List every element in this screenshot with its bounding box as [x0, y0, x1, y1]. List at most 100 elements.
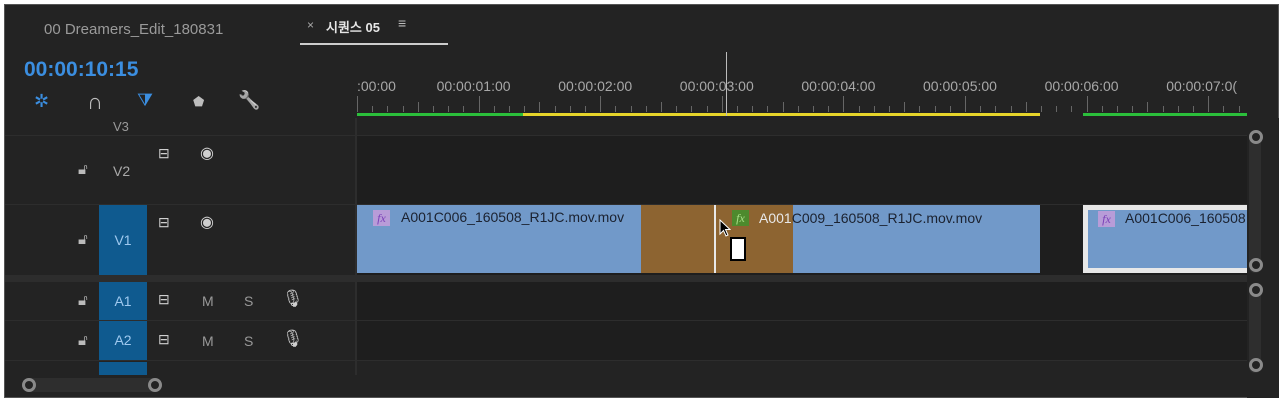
fx-badge-icon: fx: [373, 210, 390, 226]
render-bar-rendered: [1083, 113, 1247, 116]
ruler-tick: [767, 106, 769, 112]
solo-button[interactable]: S: [244, 293, 254, 309]
ruler-tick: [691, 106, 693, 112]
eye-icon[interactable]: ◉: [200, 145, 214, 162]
ruler-tick: [1177, 106, 1179, 112]
ruler-tick: [402, 106, 404, 112]
zoom-handle-left[interactable]: [22, 378, 36, 392]
ruler-tick: [539, 102, 541, 112]
ruler-tick: [493, 106, 495, 112]
video-clip-selected[interactable]: fx A001C006_160508: [1088, 210, 1247, 268]
clip-name: A001C009_160508_R1JC.mov.mov: [759, 210, 983, 226]
playhead[interactable]: [726, 52, 727, 116]
scroll-handle[interactable]: [1249, 130, 1263, 144]
tab-menu-icon[interactable]: ≡: [398, 15, 407, 31]
horizontal-scrollbar[interactable]: [22, 378, 162, 392]
track-header-v2: [5, 136, 355, 204]
nest-icon[interactable]: ✲: [34, 91, 50, 111]
ruler-tick: [721, 96, 723, 112]
ruler-tick: [433, 106, 434, 112]
ruler-tick: [706, 106, 708, 112]
ruler-tick: [1132, 106, 1134, 112]
ruler-tick: [357, 96, 358, 112]
track-label-a3[interactable]: [99, 362, 147, 375]
ruler-tick: [889, 106, 890, 112]
transition-overlap[interactable]: [641, 205, 793, 273]
ruler-tick: [569, 106, 571, 112]
ruler-label: 00:00:05:00: [923, 78, 997, 94]
eye-icon[interactable]: ◉: [200, 214, 214, 231]
scroll-handle[interactable]: [1249, 258, 1263, 272]
track-header-v1: [5, 205, 355, 275]
ruler-tick: [372, 106, 374, 112]
video-clip[interactable]: [793, 205, 1040, 273]
ruler-tick: [1010, 106, 1012, 112]
ruler-tick: [1223, 106, 1225, 112]
ruler-label: 00:00:04:00: [801, 78, 876, 94]
ruler-tick: [509, 106, 510, 112]
tab-dreamers-edit[interactable]: 00 Dreamers_Edit_180831: [44, 21, 224, 38]
ruler-tick: [919, 106, 921, 112]
timecode-display[interactable]: 00:00:10:15: [24, 58, 139, 81]
scroll-handle[interactable]: [1249, 358, 1263, 372]
track-label-v2[interactable]: V2: [113, 163, 131, 179]
ruler-tick: [524, 106, 526, 112]
sync-lock-icon[interactable]: ⊟: [158, 145, 170, 161]
track-a1[interactable]: [357, 282, 1247, 320]
ruler-tick: [934, 106, 936, 112]
ruler-tick: [661, 102, 662, 112]
time-ruler[interactable]: :00:00 00:00:01:00 00:00:02:00 00:00:03:00 0…: [352, 70, 1247, 118]
lock-icon[interactable]: 🔓︎: [78, 231, 88, 248]
sync-lock-icon[interactable]: ⊟: [158, 214, 170, 230]
ruler-tick: [1056, 106, 1058, 112]
video-clip[interactable]: fx A001C006_160508_R1JC.mov.mov: [357, 205, 641, 273]
ruler-tick: [858, 106, 860, 112]
edit-point[interactable]: [714, 205, 716, 273]
snap-magnet-icon[interactable]: ∩: [87, 89, 103, 114]
tab-close-icon[interactable]: ×: [307, 18, 315, 32]
microphone-icon[interactable]: 🎙︎: [282, 289, 304, 308]
rolling-edit-cursor-icon: [730, 237, 746, 261]
ruler-tick: [630, 106, 632, 112]
clip-name: A001C006_160508: [1125, 210, 1246, 226]
ruler-tick: [995, 106, 997, 112]
track-label-v1[interactable]: V1: [99, 205, 147, 275]
ruler-tick: [554, 106, 556, 112]
ruler-tick: [737, 106, 738, 112]
lock-icon[interactable]: 🔓︎: [78, 161, 88, 178]
sync-lock-icon[interactable]: ⊟: [158, 291, 170, 307]
clip-name: A001C006_160508_R1JC.mov.mov: [401, 209, 625, 225]
ruler-tick: [1025, 102, 1027, 112]
ruler-tick: [752, 106, 754, 112]
track-label-a1[interactable]: A1: [99, 282, 147, 320]
fx-badge-icon: fx: [732, 210, 749, 226]
vertical-scrollbar-video[interactable]: [1249, 130, 1261, 273]
ruler-label: 00:00:01:00: [436, 78, 511, 94]
scroll-handle[interactable]: [1249, 283, 1263, 297]
marker-icon[interactable]: ⬟: [193, 94, 205, 109]
lock-icon[interactable]: 🔓︎: [78, 332, 88, 349]
zoom-handle-right[interactable]: [148, 378, 162, 392]
ruler-tick: [478, 96, 480, 112]
solo-button[interactable]: S: [244, 333, 254, 349]
mute-button[interactable]: M: [202, 293, 214, 309]
sync-lock-icon[interactable]: ⊟: [158, 331, 170, 347]
track-label-a2[interactable]: A2: [99, 321, 147, 360]
ruler-tick: [828, 106, 830, 112]
lock-icon[interactable]: 🔓︎: [78, 292, 88, 309]
ruler-tick: [1071, 106, 1073, 112]
ruler-tick: [813, 106, 814, 112]
ruler-tick: [1238, 106, 1240, 112]
track-v2[interactable]: [357, 136, 1247, 204]
linked-selection-icon[interactable]: ⧩: [137, 90, 154, 110]
wrench-icon[interactable]: 🔧: [238, 90, 261, 110]
ruler-tick: [600, 96, 602, 112]
ruler-tick: [843, 96, 845, 112]
ruler-tick: [1193, 106, 1194, 112]
track-a2[interactable]: [357, 321, 1247, 360]
microphone-icon[interactable]: 🎙︎: [282, 329, 304, 348]
render-bar-unrendered: [523, 113, 1040, 116]
tab-sequence-05[interactable]: 시퀀스 05: [326, 20, 380, 35]
mute-button[interactable]: M: [202, 333, 214, 349]
vertical-scrollbar-audio[interactable]: [1249, 283, 1261, 373]
